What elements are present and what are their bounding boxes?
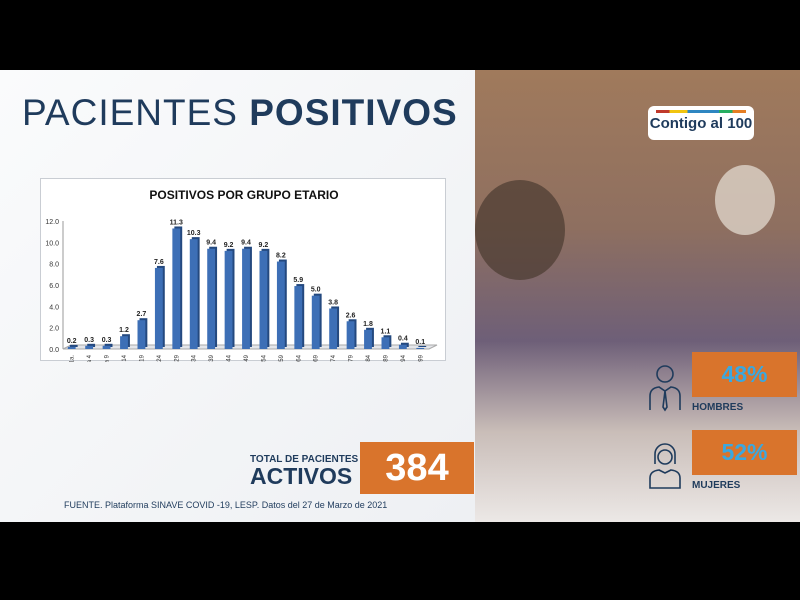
bar-shadow	[87, 343, 96, 347]
left-panel: PACIENTES POSITIVOS POSITIVOS POR GRUPO …	[0, 70, 475, 522]
women-label: MUJERES	[692, 480, 741, 491]
x-tick-label: 55 a 59	[279, 354, 285, 362]
data-label: 1.1	[381, 328, 391, 335]
data-label: 7.6	[154, 259, 164, 266]
data-label: 5.0	[311, 287, 321, 294]
bar	[224, 250, 233, 349]
x-tick-label: < a 1a.	[70, 355, 76, 362]
data-label: 2.7	[137, 311, 147, 318]
bar	[137, 320, 146, 349]
y-tick-label: 8.0	[49, 262, 59, 269]
x-tick-label: 75 a 79	[349, 354, 355, 362]
total-value: 384	[360, 442, 474, 494]
data-label: 9.2	[259, 242, 269, 249]
x-tick-label: 90 a 94	[401, 354, 407, 362]
data-label: 5.9	[293, 277, 303, 284]
x-tick-label: 20 a 24	[157, 354, 163, 362]
logo-color-bar	[656, 110, 746, 113]
men-percentage: 48%	[692, 352, 797, 397]
x-tick-label: 30 a 34	[192, 354, 198, 362]
bar	[189, 239, 198, 349]
bar	[398, 344, 407, 349]
x-tick-label: 40 a 44	[227, 354, 233, 362]
age-group-chart: POSITIVOS POR GRUPO ETARIO 0.0 2.0 4.0 6.0 8.…	[40, 178, 446, 362]
title-bold: POSITIVOS	[249, 92, 458, 133]
men-label: HOMBRES	[692, 402, 744, 413]
logo-text: Contigo al 100	[649, 115, 753, 132]
data-label: 0.3	[84, 337, 94, 344]
bar	[207, 248, 216, 349]
y-tick-label: 10.0	[45, 240, 59, 247]
data-label: 0.2	[67, 338, 77, 345]
x-tick-label: 25 a 29	[174, 354, 180, 362]
x-tick-label: 95 a 99	[418, 354, 424, 362]
bar	[364, 329, 372, 349]
bar	[102, 345, 111, 349]
x-tick-label: 70 a 74	[331, 354, 337, 362]
y-tick-label: 12.0	[45, 219, 59, 226]
patient-photo	[475, 180, 565, 280]
data-label: 9.4	[241, 240, 251, 247]
bar	[67, 346, 76, 349]
y-tick-label: 2.0	[49, 326, 59, 333]
data-label: 0.4	[398, 336, 408, 343]
data-label: 0.3	[102, 337, 112, 344]
bar	[329, 308, 338, 349]
bar	[416, 347, 425, 349]
photo-panel: Contigo al 100 48% HOMBRES 52% MUJERES	[475, 70, 800, 522]
x-tick-label: 85 a 89	[383, 354, 389, 362]
bar	[242, 248, 250, 349]
title-light: PACIENTES	[22, 92, 250, 133]
x-tick-label: 1 a 4	[87, 354, 93, 362]
slide: PACIENTES POSITIVOS POSITIVOS POR GRUPO …	[0, 70, 800, 522]
data-label: 11.3	[170, 219, 183, 226]
x-tick-label: 5 a 9	[105, 354, 111, 362]
man-icon	[649, 365, 681, 412]
bar	[311, 295, 320, 349]
x-tick-label: 15 a 19	[139, 354, 145, 362]
bar-shadow	[69, 344, 78, 347]
x-tick-label: 45 a 49	[244, 354, 250, 362]
woman-icon	[649, 443, 681, 489]
data-label: 1.2	[119, 327, 129, 334]
x-tick-label: 35 a 39	[209, 354, 215, 362]
bar	[120, 336, 128, 349]
women-percentage: 52%	[692, 430, 797, 475]
total-small-label: TOTAL DE PACIENTES	[250, 454, 359, 465]
x-tick-label: 10 a 14	[122, 354, 128, 362]
data-label: 2.6	[346, 312, 356, 319]
bar	[85, 345, 94, 349]
contigo-logo: Contigo al 100	[648, 106, 754, 140]
bar	[154, 267, 163, 349]
y-tick-label: 0.0	[49, 347, 59, 354]
bar	[172, 228, 181, 349]
source-note: FUENTE. Plataforma SINAVE COVID -19, LES…	[64, 500, 388, 510]
data-label: 8.2	[276, 253, 286, 260]
data-label: 10.3	[187, 230, 201, 237]
y-tick-label: 4.0	[49, 304, 59, 311]
y-tick-label: 6.0	[49, 283, 59, 290]
x-tick-label: 50 a 54	[261, 354, 267, 362]
page-title: PACIENTES POSITIVOS	[22, 92, 458, 134]
bar	[294, 286, 303, 349]
bar	[276, 261, 285, 349]
chart-title: POSITIVOS POR GRUPO ETARIO	[149, 188, 338, 202]
bar	[346, 321, 355, 349]
bar-shadow	[418, 345, 427, 347]
chart-svg: POSITIVOS POR GRUPO ETARIO 0.0 2.0 4.0 6.0 8.…	[45, 188, 438, 362]
total-label: TOTAL DE PACIENTES ACTIVOS	[250, 454, 358, 490]
data-label: 3.8	[328, 299, 338, 306]
x-tick-label: 80 a 84	[366, 354, 372, 362]
bar	[259, 250, 268, 349]
bar	[381, 337, 390, 349]
data-label: 0.1	[415, 339, 425, 346]
data-label: 9.4	[206, 240, 216, 247]
bar-shadow	[104, 343, 113, 347]
x-tick-label: 60 a 64	[296, 354, 302, 362]
x-tick-label: 65 a 69	[314, 354, 320, 362]
total-big-label: ACTIVOS	[250, 463, 353, 489]
data-label: 9.2	[224, 242, 234, 249]
health-worker-photo	[715, 165, 775, 235]
data-label: 1.8	[363, 321, 373, 328]
